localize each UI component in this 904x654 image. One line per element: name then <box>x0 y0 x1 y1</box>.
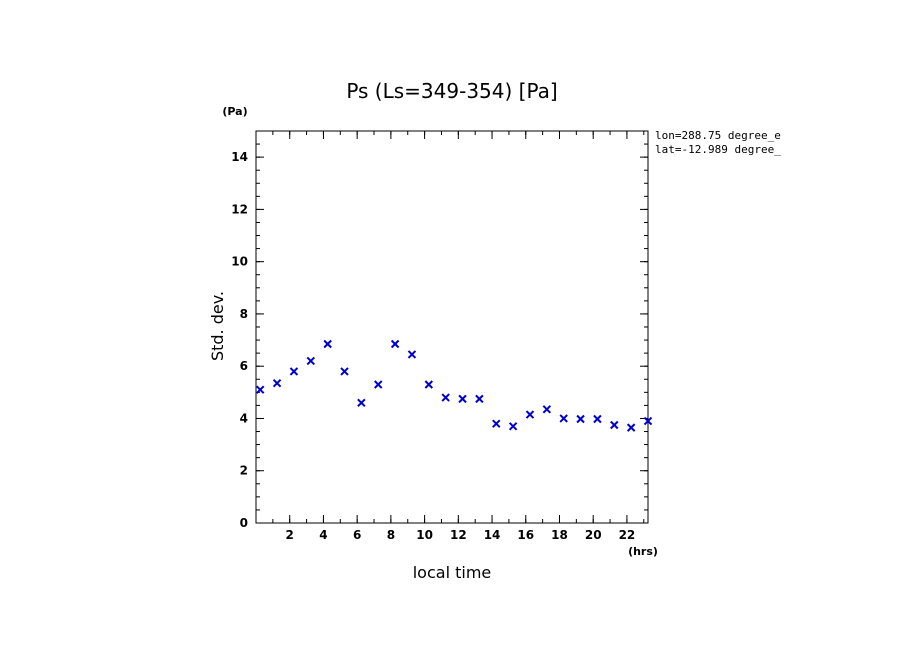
data-point <box>407 350 417 359</box>
marker-stroke <box>390 339 400 349</box>
data-point <box>542 405 552 414</box>
marker-stroke <box>508 422 518 431</box>
marker-stroke <box>626 423 636 432</box>
data-point <box>610 420 619 430</box>
marker-stroke <box>323 339 332 349</box>
marker-stroke <box>593 414 602 424</box>
marker-stroke <box>610 420 619 430</box>
x-tick-label: 4 <box>319 528 327 542</box>
x-tick-label: 2 <box>286 528 294 542</box>
x-tick-label: 10 <box>416 528 433 542</box>
marker-stroke <box>542 405 552 414</box>
data-point <box>593 414 602 424</box>
data-point <box>323 339 332 349</box>
x-tick-label: 12 <box>450 528 467 542</box>
data-point <box>508 422 518 431</box>
data-point <box>458 394 467 404</box>
marker-stroke <box>272 378 282 388</box>
marker-stroke <box>374 380 383 389</box>
data-point <box>424 380 434 389</box>
marker-stroke <box>407 350 417 359</box>
chart-title: Ps (Ls=349-354) [Pa] <box>346 79 557 103</box>
x-axis-label: local time <box>413 563 492 582</box>
marker-stroke <box>458 394 467 404</box>
x-axis-unit: (hrs) <box>628 545 658 558</box>
x-tick-label: 14 <box>484 528 501 542</box>
y-axis-label: Std. dev. <box>208 291 227 361</box>
data-point <box>306 356 316 366</box>
data-point <box>256 385 265 394</box>
annotation-lat: lat=-12.989 degree_ <box>655 143 781 156</box>
y-axis-unit: (Pa) <box>222 105 247 118</box>
y-tick-label: 12 <box>231 202 248 216</box>
y-tick-label: 4 <box>240 411 248 425</box>
marker-stroke <box>357 398 366 407</box>
data-point <box>390 339 400 349</box>
y-tick-label: 0 <box>240 516 248 530</box>
data-point <box>441 393 450 402</box>
y-tick-label: 14 <box>231 150 248 164</box>
marker-stroke <box>441 393 450 402</box>
x-tick-label: 22 <box>619 528 636 542</box>
data-point <box>374 380 383 389</box>
data-point <box>576 414 585 424</box>
marker-stroke <box>525 410 535 419</box>
data-point <box>643 416 653 426</box>
marker-stroke <box>306 356 316 366</box>
x-tick-label: 8 <box>387 528 395 542</box>
annotation-lon: lon=288.75 degree_e <box>655 129 781 142</box>
data-point <box>492 419 501 428</box>
marker-stroke <box>559 414 568 423</box>
data-point <box>559 414 568 423</box>
y-tick-label: 2 <box>240 464 248 478</box>
data-point <box>340 367 349 376</box>
marker-stroke <box>576 414 585 424</box>
marker-stroke <box>289 367 299 376</box>
x-tick-label: 16 <box>517 528 534 542</box>
x-tick-label: 6 <box>353 528 361 542</box>
marker-stroke <box>424 380 434 389</box>
data-point <box>475 394 484 404</box>
marker-stroke <box>475 394 484 404</box>
data-point <box>289 367 299 376</box>
data-point <box>626 423 636 432</box>
y-tick-label: 6 <box>240 359 248 373</box>
marker-stroke <box>643 416 653 426</box>
y-tick-label: 8 <box>240 307 248 321</box>
data-point <box>272 378 282 388</box>
x-tick-label: 18 <box>551 528 568 542</box>
data-points <box>256 339 653 432</box>
x-tick-label: 20 <box>585 528 602 542</box>
data-point <box>357 398 366 407</box>
marker-stroke <box>340 367 349 376</box>
marker-stroke <box>256 385 265 394</box>
data-point <box>525 410 535 419</box>
marker-stroke <box>492 419 501 428</box>
y-tick-label: 10 <box>231 255 248 269</box>
axis-ticks: 2 4 6 8 10 12 14 16 18 20 22 0 2 4 6 8 10 12 14 <box>231 130 648 542</box>
plot-frame <box>255 130 649 524</box>
